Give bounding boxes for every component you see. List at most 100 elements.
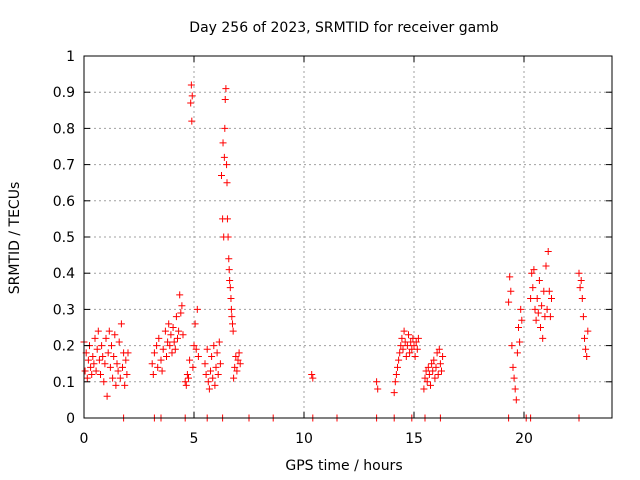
data-point xyxy=(218,171,225,179)
data-point xyxy=(182,381,190,389)
data-point xyxy=(157,356,165,364)
data-point xyxy=(215,338,223,346)
data-point xyxy=(154,363,162,371)
data-point xyxy=(99,352,107,360)
data-point xyxy=(110,352,118,360)
data-point xyxy=(183,371,191,379)
data-point xyxy=(103,392,111,400)
data-point xyxy=(506,273,514,281)
data-point xyxy=(411,352,419,360)
data-point xyxy=(207,367,214,375)
x-tick-label: 20 xyxy=(515,431,533,447)
data-point xyxy=(224,233,232,241)
data-point xyxy=(309,374,317,382)
data-point xyxy=(172,313,180,321)
data-point xyxy=(210,342,218,350)
y-tick-label: 0.6 xyxy=(53,194,75,210)
data-point xyxy=(101,360,109,368)
data-point xyxy=(439,352,447,360)
data-point xyxy=(193,305,201,313)
data-point xyxy=(581,334,588,342)
data-point xyxy=(232,352,240,360)
data-point xyxy=(112,381,120,389)
data-point xyxy=(203,345,211,353)
data-point xyxy=(221,95,229,103)
data-point xyxy=(436,360,444,368)
data-point xyxy=(166,342,174,350)
data-point xyxy=(89,352,97,360)
data-point xyxy=(433,349,441,357)
data-point xyxy=(394,363,401,371)
data-point xyxy=(421,374,429,382)
data-point xyxy=(516,338,524,346)
y-tick-label: 0.1 xyxy=(53,375,75,391)
data-point xyxy=(158,367,166,375)
data-point xyxy=(395,356,403,364)
y-tick-label: 0 xyxy=(66,411,75,427)
data-point xyxy=(577,276,585,284)
data-point xyxy=(164,338,172,346)
data-point xyxy=(431,374,439,382)
data-point xyxy=(212,363,220,371)
chart-title: Day 256 of 2023, SRMTID for receiver gam… xyxy=(189,20,499,36)
data-point xyxy=(391,378,399,386)
data-point xyxy=(548,295,555,303)
data-point xyxy=(115,338,123,346)
data-point xyxy=(161,327,169,335)
data-point xyxy=(223,215,231,223)
data-point xyxy=(235,349,243,357)
x-tick-label: 0 xyxy=(80,431,89,447)
data-point xyxy=(168,349,176,357)
data-point xyxy=(94,327,102,335)
data-point xyxy=(234,356,242,364)
y-axis-label: SRMTID / TECUs xyxy=(7,182,23,295)
data-point xyxy=(220,153,228,161)
data-point xyxy=(174,334,181,342)
data-point xyxy=(545,287,553,295)
data-point xyxy=(163,352,170,360)
data-point xyxy=(221,124,229,132)
data-point xyxy=(423,378,431,386)
data-point xyxy=(406,349,414,357)
y-tick-label: 0.7 xyxy=(53,158,75,174)
data-point xyxy=(104,349,112,357)
data-point xyxy=(576,284,584,292)
data-point xyxy=(187,99,195,107)
data-point xyxy=(201,360,209,368)
data-point xyxy=(153,342,161,350)
y-tick-label: 0.5 xyxy=(53,230,75,246)
data-point xyxy=(584,327,592,335)
y-tick-label: 0.3 xyxy=(53,302,75,318)
y-tick-label: 1 xyxy=(66,49,75,65)
data-point xyxy=(181,378,189,386)
data-point xyxy=(392,371,400,379)
data-point xyxy=(430,356,438,364)
data-point xyxy=(189,363,197,371)
data-point xyxy=(106,363,114,371)
data-point xyxy=(575,269,583,277)
data-point xyxy=(92,367,100,375)
data-point xyxy=(414,334,422,342)
data-point xyxy=(165,320,173,328)
data-point xyxy=(508,342,516,350)
data-point xyxy=(424,363,432,371)
data-point xyxy=(405,331,412,339)
data-point xyxy=(114,367,122,375)
data-point xyxy=(171,345,179,353)
data-point xyxy=(398,334,406,342)
data-point xyxy=(191,320,199,328)
data-point xyxy=(209,374,217,382)
data-point xyxy=(84,356,92,364)
data-point xyxy=(113,360,121,368)
data-point xyxy=(425,371,433,379)
data-point xyxy=(216,360,224,368)
data-point xyxy=(169,324,177,331)
data-point xyxy=(226,284,234,292)
y-tick-label: 0.9 xyxy=(53,85,75,101)
data-point xyxy=(542,262,550,270)
data-point xyxy=(432,363,440,371)
data-point xyxy=(222,85,230,93)
data-point xyxy=(538,302,546,310)
